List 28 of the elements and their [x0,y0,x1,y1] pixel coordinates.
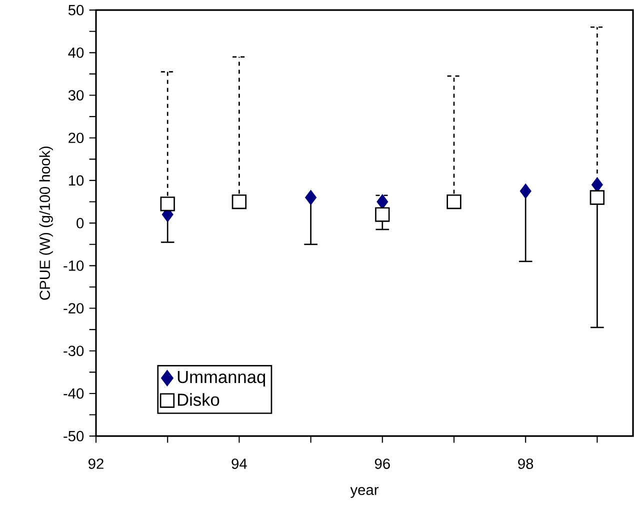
y-tick-label: 20 [68,132,84,144]
point [375,207,390,222]
point [305,190,317,206]
y-tick-label: 50 [68,4,84,16]
point [590,190,605,205]
y-tick-label: 40 [68,47,84,58]
y-tick-label: 30 [68,90,84,100]
y-tick-label: -10 [64,260,84,271]
y-tick-label: -40 [64,388,84,399]
y-tick-label: 10 [68,175,84,186]
y-tick-label: 0 [76,218,84,228]
point [520,183,532,199]
x-tick-label: 98 [518,458,534,469]
y-tick-label: -50 [64,430,84,442]
legend-label: Ummannaq [178,371,266,387]
x-tick-label: 92 [88,458,104,469]
y-axis-title: CPUE (W) (g/100 hook) [39,146,53,300]
x-tick-label: 96 [374,458,390,469]
x-tick-label: 94 [232,458,247,469]
point [232,194,247,210]
y-tick-label: -30 [64,346,84,356]
y-tick-label: -20 [64,303,84,314]
x-axis-title: year [350,486,379,498]
point [591,177,603,192]
point [160,196,175,212]
point [446,194,462,210]
point [376,194,388,210]
legend-label: Disko [178,393,220,406]
